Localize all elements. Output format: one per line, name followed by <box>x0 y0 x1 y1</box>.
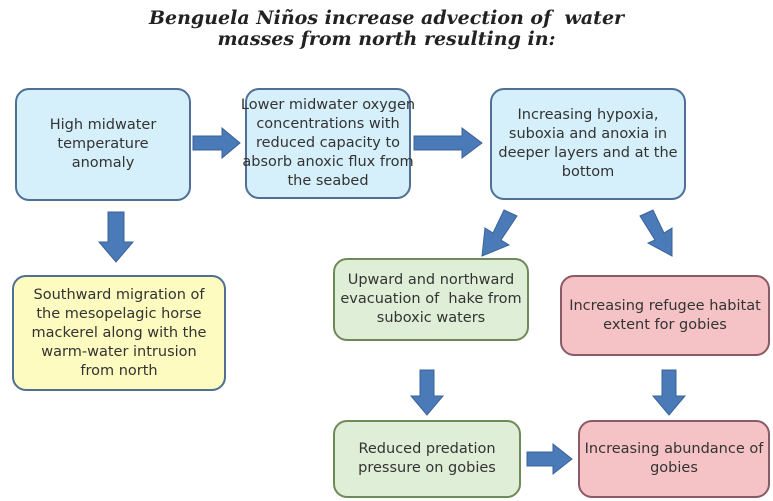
text-line: reduced capacity to <box>255 135 401 151</box>
text-line: from north <box>80 362 158 379</box>
text-line: suboxia and anoxia in <box>508 126 668 142</box>
text-line: warm-water intrusion <box>41 343 197 360</box>
text-line: deeper layers and at the <box>498 145 678 161</box>
text-line: Reduced predation <box>358 441 496 457</box>
text-line: Increasing refugee habitat <box>569 297 761 314</box>
node: Upward and northward evacuation of hake f… <box>333 258 529 341</box>
arrow <box>639 209 673 257</box>
node: Reduced predation pressure on gobies <box>333 420 521 498</box>
text-line: evacuation of hake from <box>340 291 522 307</box>
arrow <box>651 369 687 416</box>
text-line: Increasing hypoxia, <box>517 107 659 123</box>
text-line: Southward migration of <box>33 286 205 303</box>
text-line: Benguela Niños increase advection of wat… <box>148 7 625 29</box>
node: Increasing hypoxia, suboxia and anoxia in… <box>490 88 686 200</box>
text-line: Increasing abundance of <box>584 441 764 457</box>
node: Lower midwater oxygen concentrations with… <box>241 88 415 199</box>
text-line: suboxic waters <box>376 310 486 326</box>
text-line: masses from north resulting in: <box>217 28 556 50</box>
text-line: anomaly <box>71 155 135 171</box>
text-line: mackerel along with the <box>31 324 207 341</box>
text-line: the seabed <box>287 173 369 189</box>
text-line: absorb anoxic flux from <box>242 154 414 170</box>
arrow <box>413 127 483 159</box>
text-line: the mesopelagic horse <box>36 305 202 322</box>
node: High midwater temperature anomaly <box>15 88 191 201</box>
text-line: High midwater <box>49 117 157 133</box>
text-line: bottom <box>561 164 615 180</box>
text-line: extent for gobies <box>603 316 727 333</box>
text-line: Upward and northward <box>347 272 515 288</box>
title: Benguela Niños increase advection of wat… <box>0 8 773 50</box>
text-line: gobies <box>650 460 698 476</box>
node: Increasing refugee habitat extent for gob… <box>560 275 770 356</box>
node: Southward migration of the mesopelagic ho… <box>12 275 226 391</box>
arrow <box>481 209 518 257</box>
node: Increasing abundance of gobies <box>578 420 770 498</box>
arrow <box>192 126 241 160</box>
arrow <box>526 442 573 476</box>
text-line: Lower midwater oxygen <box>240 97 416 113</box>
arrow <box>97 211 135 263</box>
text-line: concentrations with <box>256 116 400 132</box>
text-line: temperature <box>57 136 149 152</box>
arrow <box>409 369 445 416</box>
text-line: pressure on gobies <box>358 460 496 476</box>
